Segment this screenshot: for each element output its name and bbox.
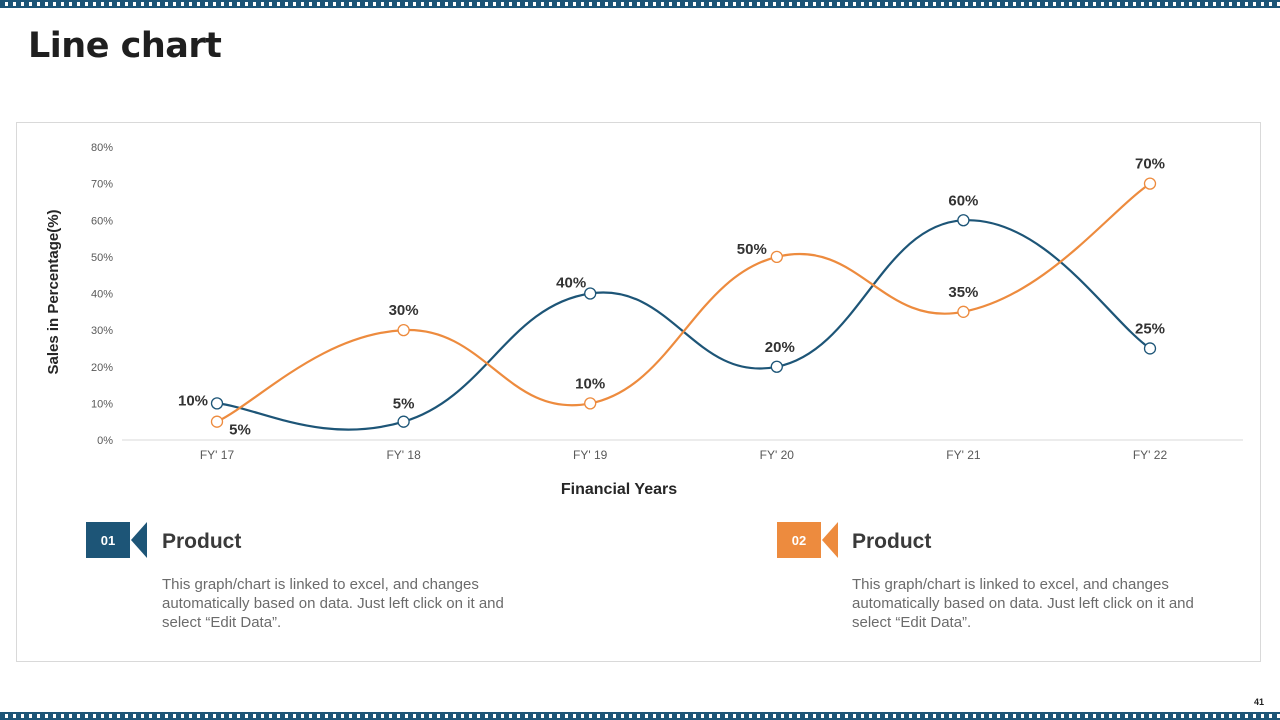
x-axis-ticks: FY' 17 FY' 18 FY' 19 FY' 20 FY' 21 FY' 22 (200, 448, 1168, 462)
series-1-point (584, 287, 597, 300)
series-2-point (397, 323, 410, 337)
legend-description-01: This graph/chart is linked to excel, and… (162, 576, 504, 631)
top-border-strip (0, 0, 1280, 8)
y-tick-label: 80% (91, 142, 113, 154)
legend-title-02: Product (852, 530, 932, 553)
series-points (210, 177, 1157, 428)
legend-arrow-icon-02 (822, 522, 838, 558)
legend-number-badge-01: 01 (86, 522, 130, 558)
y-tick-label: 0% (97, 435, 113, 447)
series-1-point (1143, 342, 1157, 355)
series-lines (216, 182, 1151, 431)
legend-number-badge-02: 02 (777, 522, 821, 558)
chart-panel (16, 122, 1261, 662)
legend-number-02: 02 (791, 532, 807, 548)
series-1-point (397, 415, 410, 428)
legend-title-01: Product (162, 530, 242, 553)
series-1-data-label: 10% (178, 392, 208, 409)
legend-description-02: This graph/chart is linked to excel, and… (852, 576, 1194, 631)
bottom-border-strip (0, 712, 1280, 720)
series-1-point (770, 360, 783, 373)
y-tick-label: 20% (91, 362, 113, 374)
x-tick-label: FY' 17 (200, 448, 235, 462)
y-tick-label: 10% (91, 398, 113, 410)
legend-arrow-icon-01 (131, 522, 147, 558)
series-2-data-label: 35% (948, 284, 978, 301)
series-line-2 (216, 182, 1151, 423)
series-2-point (770, 250, 783, 264)
y-axis-title: Sales in Percentage(%) (45, 209, 62, 374)
series-2-data-label: 70% (1135, 156, 1165, 173)
y-tick-label: 40% (91, 289, 113, 301)
series-1-point (210, 397, 224, 410)
series-2-point (1143, 177, 1157, 190)
page-title: Line chart (28, 26, 222, 66)
y-axis-ticks: 0% 10% 20% 30% 40% 50% 60% 70% 80% (91, 142, 113, 447)
x-tick-label: FY' 20 (760, 448, 795, 462)
y-tick-label: 50% (91, 252, 113, 264)
y-tick-label: 60% (91, 215, 113, 227)
x-tick-label: FY' 19 (573, 448, 608, 462)
series-2-data-label: 30% (389, 302, 419, 319)
series-1-data-label: 5% (393, 396, 415, 413)
series-1-data-label: 25% (1135, 320, 1165, 337)
series-2-data-label: 10% (575, 375, 605, 392)
series-line-1 (216, 219, 1151, 431)
series-2-point (584, 397, 597, 410)
x-tick-label: FY' 22 (1133, 448, 1168, 462)
x-tick-label: FY' 21 (946, 448, 981, 462)
data-labels: 10% 5% 40% 20% 60% 25% 5% 30% 10% 50% 35% 70% (178, 156, 1165, 439)
y-tick-label: 30% (91, 325, 113, 337)
series-1-point (957, 214, 970, 227)
series-2-point (210, 415, 224, 428)
legend-number-01: 01 (100, 532, 116, 548)
y-tick-label: 70% (91, 179, 113, 191)
series-2-data-label: 50% (737, 241, 767, 258)
series-1-data-label: 60% (948, 192, 978, 209)
series-2-data-label: 5% (229, 422, 251, 439)
x-tick-label: FY' 18 (386, 448, 421, 462)
series-1-data-label: 40% (556, 275, 586, 292)
series-2-point (957, 305, 970, 318)
series-1-data-label: 20% (765, 339, 795, 356)
x-axis-title: Financial Years (561, 481, 677, 498)
page-number: 41 (1253, 697, 1264, 707)
